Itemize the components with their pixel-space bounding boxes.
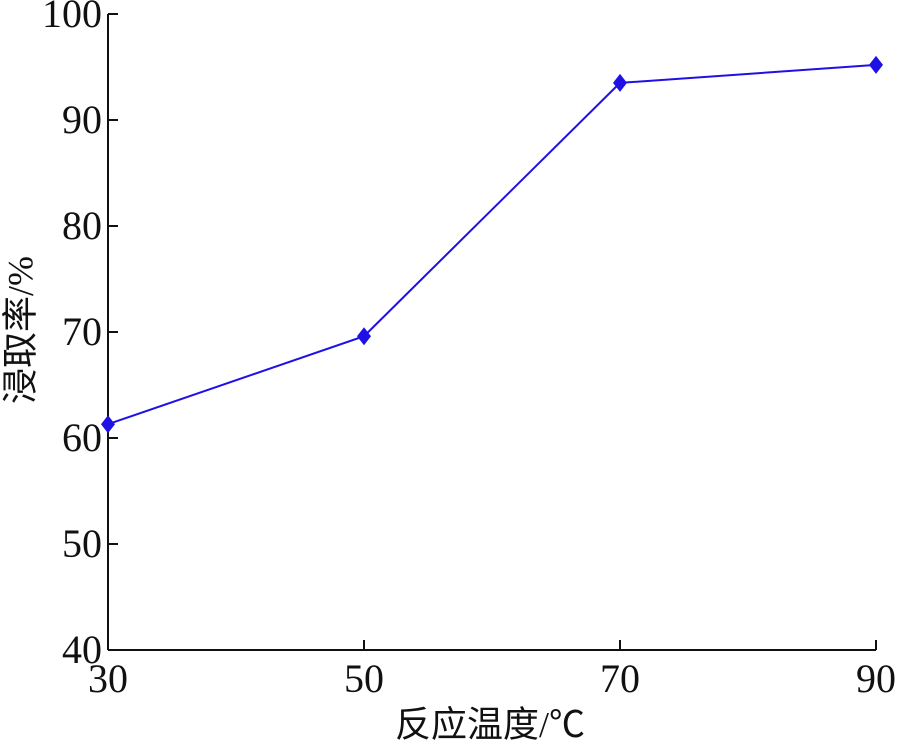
y-axis-title: 浸取率/% <box>0 256 40 404</box>
x-tick-label: 30 <box>88 656 128 701</box>
y-tick-label: 90 <box>62 97 102 142</box>
x-tick-label: 70 <box>600 656 640 701</box>
x-tick-label: 50 <box>344 656 384 701</box>
marker <box>357 327 371 346</box>
line <box>107 63 877 426</box>
marker <box>613 73 627 92</box>
marker <box>101 415 115 434</box>
y-tick-label: 100 <box>42 0 102 36</box>
x-axis-title: 反应温度/℃ <box>395 704 585 744</box>
y-tick-label: 50 <box>62 521 102 566</box>
y-tick-label: 40 <box>62 627 102 672</box>
marker <box>869 55 883 74</box>
x-tick-label: 90 <box>856 656 896 701</box>
y-tick-label: 80 <box>62 203 102 248</box>
y-tick-label: 70 <box>62 309 102 354</box>
y-tick-label: 60 <box>62 415 102 460</box>
